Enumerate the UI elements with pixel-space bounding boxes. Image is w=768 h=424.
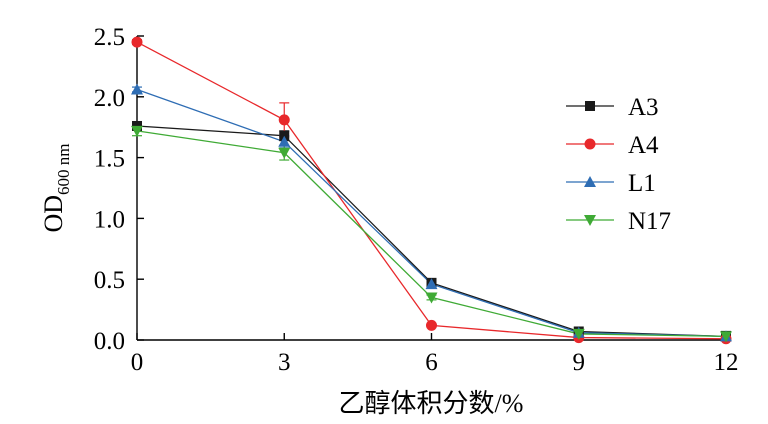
data-point-l1 bbox=[425, 278, 438, 290]
x-tick-label: 12 bbox=[714, 349, 739, 376]
data-point-n17 bbox=[572, 328, 585, 340]
x-tick-label: 9 bbox=[573, 349, 586, 376]
data-point-n17 bbox=[425, 292, 438, 304]
legend-label-a4: A4 bbox=[628, 132, 659, 159]
markers bbox=[131, 36, 732, 345]
y-tick-label: 1.5 bbox=[94, 146, 125, 173]
data-point-l1 bbox=[278, 135, 291, 147]
legend-marker-n17 bbox=[584, 215, 596, 226]
data-point-l1 bbox=[131, 83, 143, 95]
y-tick-label: 1.0 bbox=[94, 206, 125, 233]
legend-marker-a4 bbox=[584, 138, 596, 150]
data-point-a4 bbox=[278, 114, 290, 126]
data-point-n17 bbox=[720, 331, 732, 343]
legend: A3 A4 L1 N17 bbox=[566, 94, 671, 235]
x-tick-label: 0 bbox=[131, 349, 144, 376]
legend-label-a3: A3 bbox=[628, 94, 659, 121]
y-axis-label-main: OD bbox=[39, 195, 68, 233]
data-point-n17 bbox=[131, 125, 143, 137]
y-tick-label: 2.0 bbox=[94, 85, 125, 112]
legend-label-l1: L1 bbox=[628, 170, 656, 197]
legend-label-n17: N17 bbox=[628, 208, 671, 235]
ticks: 0 3 6 9 12 0.0 0.5 1.0 1.5 2.0 2.5 bbox=[94, 24, 739, 376]
y-axis-label: OD600 nm bbox=[39, 143, 73, 232]
legend-marker-l1 bbox=[584, 176, 596, 187]
y-tick-label: 0.0 bbox=[94, 328, 125, 355]
x-axis-label: 乙醇体积分数/% bbox=[339, 389, 524, 418]
legend-marker-a3 bbox=[585, 101, 595, 111]
data-point-a4 bbox=[131, 36, 143, 48]
data-point-a4 bbox=[426, 319, 437, 331]
y-tick-label: 2.5 bbox=[94, 24, 125, 51]
data-point-a3 bbox=[279, 130, 290, 141]
x-tick-label: 3 bbox=[278, 349, 291, 376]
x-tick-label: 6 bbox=[425, 349, 438, 376]
y-tick-label: 0.5 bbox=[94, 267, 125, 294]
y-axis-label-sub: 600 nm bbox=[54, 143, 73, 194]
data-point-n17 bbox=[278, 147, 291, 159]
